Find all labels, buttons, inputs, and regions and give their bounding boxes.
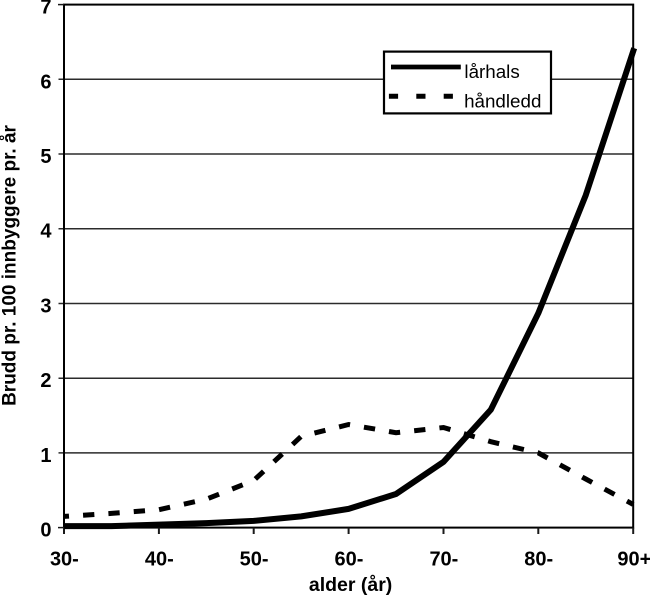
svg-text:50-: 50- (240, 549, 269, 571)
svg-text:3: 3 (40, 296, 51, 318)
svg-text:80-: 80- (524, 549, 553, 571)
svg-text:90+: 90+ (617, 549, 650, 571)
svg-text:håndledd: håndledd (464, 91, 541, 112)
svg-text:alder (år): alder (år) (309, 573, 392, 596)
svg-text:2: 2 (40, 370, 51, 392)
svg-text:1: 1 (40, 445, 51, 467)
svg-text:4: 4 (40, 221, 52, 243)
svg-text:0: 0 (40, 520, 51, 542)
svg-text:7: 7 (40, 0, 51, 19)
svg-text:Brudd pr. 100 innbyggere pr. å: Brudd pr. 100 innbyggere pr. år (0, 124, 21, 405)
svg-text:6: 6 (40, 71, 51, 93)
svg-text:40-: 40- (145, 549, 174, 571)
svg-text:30-: 30- (50, 549, 79, 571)
svg-text:70-: 70- (429, 549, 458, 571)
svg-text:lårhals: lårhals (464, 61, 519, 82)
svg-text:5: 5 (40, 146, 51, 168)
svg-text:60-: 60- (335, 549, 364, 571)
